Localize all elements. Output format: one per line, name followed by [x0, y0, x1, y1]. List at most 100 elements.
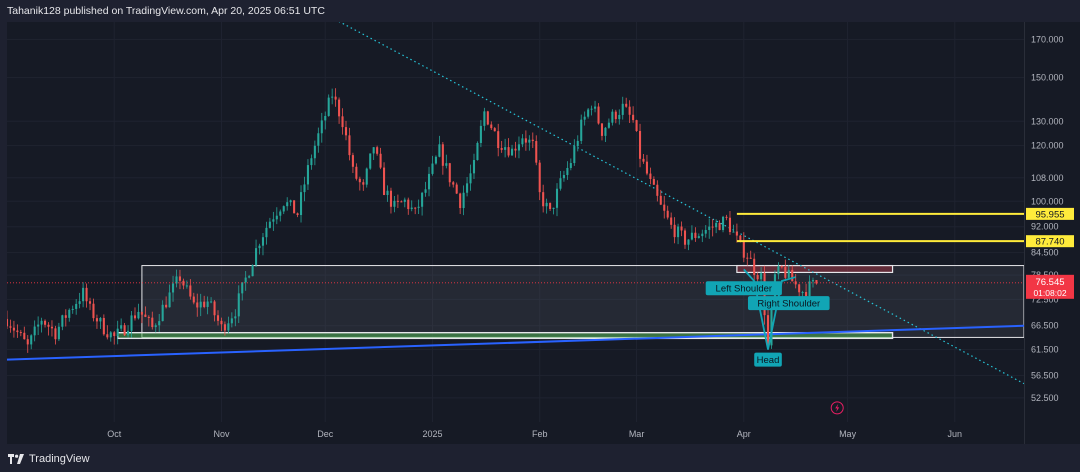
candle-body [753, 258, 756, 276]
candle-body [417, 206, 420, 208]
candle-body [452, 182, 455, 185]
candle-body [95, 318, 98, 322]
candle-body [44, 320, 47, 325]
candle-body [614, 111, 617, 120]
flash-icon[interactable] [830, 401, 844, 415]
candle-body [258, 245, 261, 249]
annotation-label: Left Shoulder [716, 284, 773, 295]
candle-body [338, 99, 341, 117]
candle-body [54, 328, 57, 340]
candle-body [40, 320, 43, 325]
candle-body [722, 216, 725, 231]
candle-body [102, 317, 105, 335]
candle-body [666, 210, 669, 218]
candle-body [64, 315, 67, 318]
tradingview-logo-icon [8, 454, 24, 464]
candle-body [545, 202, 548, 207]
candle-body [372, 147, 375, 154]
candle-body [594, 106, 597, 109]
neckline-box [736, 264, 894, 274]
candle-body [687, 239, 690, 245]
candle-body [9, 326, 12, 328]
candle-body [61, 315, 64, 327]
candle-body [206, 301, 209, 307]
tradingview-logo[interactable]: TradingView [8, 453, 90, 465]
candle-body [749, 257, 752, 259]
candle-body [490, 124, 493, 129]
candle-body [479, 125, 482, 143]
candle-body [303, 184, 306, 193]
candle-body [261, 237, 265, 246]
time-tick-label: Apr [737, 429, 751, 439]
annotation-bg [747, 296, 830, 311]
candle-body [448, 163, 451, 183]
candle-body [120, 325, 123, 329]
candle-body [780, 266, 783, 268]
candle-body [801, 292, 804, 294]
candle-body [739, 235, 742, 241]
price-axis[interactable]: 170.000 150.000 130.000 120.000 108.000 100.0… [1024, 22, 1080, 444]
candle-body [569, 163, 572, 168]
candle-body [324, 115, 327, 121]
annotation-head[interactable]: Head [754, 352, 782, 367]
annotation-left-shoulder[interactable]: Left Shoulder [705, 281, 782, 296]
candle-body [791, 269, 794, 282]
annotation-label: Right Shoulder [757, 299, 820, 310]
candle-body [320, 120, 323, 134]
candle-body [805, 292, 808, 297]
candle-body [268, 221, 271, 228]
candle-body [497, 131, 500, 149]
plot-area[interactable]: Left Shoulder Right Shoulder Head Oct Nov Dec… [7, 22, 1024, 444]
candle-body [389, 190, 393, 207]
candle-body [511, 148, 514, 156]
candle-body [241, 282, 244, 294]
candle-body [500, 148, 503, 150]
candle-body [670, 217, 673, 225]
candle-body [182, 280, 185, 286]
candle-body [528, 139, 531, 143]
candle-body [694, 232, 697, 238]
candle-body [542, 192, 545, 207]
candle-body [151, 317, 154, 328]
candle-body [106, 334, 109, 338]
candle-body [663, 204, 666, 211]
candle-body [438, 144, 441, 157]
price-tick-label: 72.500 [1031, 294, 1059, 304]
candle-body [441, 144, 444, 166]
candle-body [341, 116, 344, 128]
time-tick-label: May [839, 429, 857, 439]
price-chart[interactable]: Left Shoulder Right Shoulder Head Oct Nov Dec… [7, 22, 1024, 444]
candle-body [632, 114, 635, 121]
candle-body [265, 227, 268, 238]
candle-body [521, 138, 524, 145]
annotation-bg [705, 281, 782, 296]
candle-body [421, 192, 424, 207]
candle-body [811, 280, 815, 282]
candle-body [216, 315, 220, 321]
candle-body [244, 277, 247, 283]
candle-body [573, 146, 576, 164]
annotation-right-shoulder[interactable]: Right Shoulder [747, 296, 830, 311]
candle-body [293, 200, 296, 214]
candle-body [358, 178, 361, 183]
candle-body [116, 328, 119, 337]
range-box [141, 265, 1024, 338]
candle-body [756, 275, 759, 280]
candle-body [85, 287, 88, 302]
candle-body [12, 327, 15, 331]
price-tick-label: 170.000 [1031, 34, 1064, 44]
time-tick-label: Dec [317, 429, 334, 439]
annotation-label: Head [757, 355, 780, 366]
candle-body [189, 285, 192, 297]
candle-body [625, 103, 628, 107]
candle-body [680, 226, 683, 231]
candle-body [133, 315, 137, 319]
resistance-2-tag [1026, 235, 1074, 248]
candle-body [735, 231, 738, 236]
time-tick-label: Jun [948, 429, 963, 439]
candle-body [697, 236, 700, 238]
candle-body [393, 200, 396, 207]
candle-body [555, 188, 559, 208]
candle-body [213, 301, 216, 316]
candle-body [365, 168, 368, 185]
